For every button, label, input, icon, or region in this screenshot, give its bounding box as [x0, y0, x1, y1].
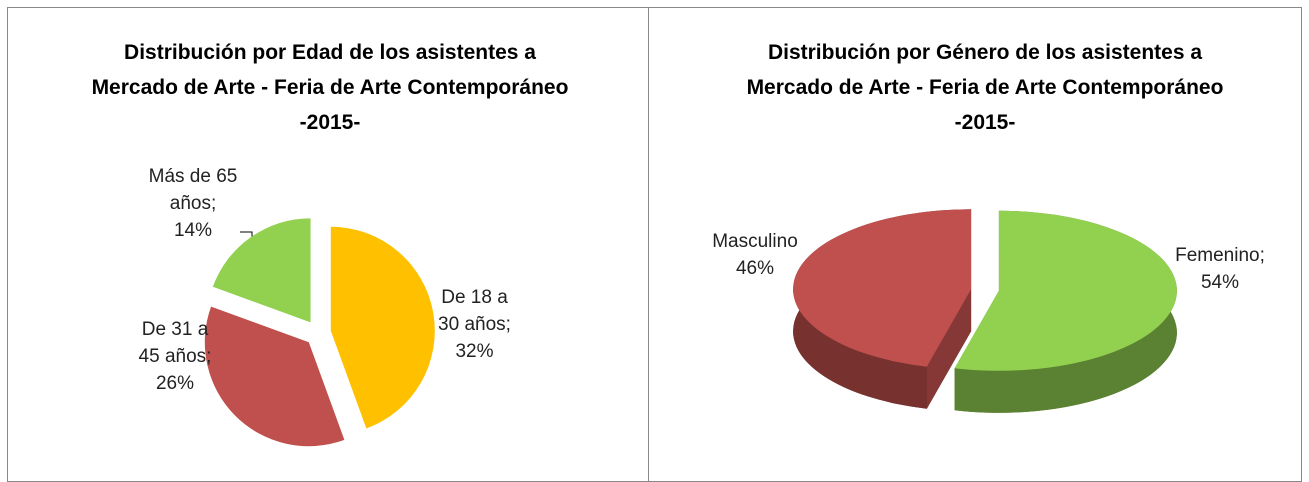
pie-side [926, 289, 972, 409]
pie-slice [954, 210, 1177, 371]
pie-slice [793, 209, 972, 367]
pie-slice [212, 218, 311, 323]
data-label: Masculino 46% [712, 231, 798, 279]
data-label: Más de 65 años; 14% [148, 166, 238, 241]
pie-slice [330, 226, 435, 429]
chart-title: Distribución por Género de los asistente… [746, 41, 1224, 134]
data-label: De 18 a 30 años; 32% [438, 287, 511, 362]
data-label: Femenino; 54% [1175, 245, 1265, 293]
data-label: De 31 a 45 años; 26% [138, 319, 212, 394]
pie-slice [204, 306, 345, 447]
chart-title: Distribución por Edad de los asistentes … [91, 41, 569, 134]
